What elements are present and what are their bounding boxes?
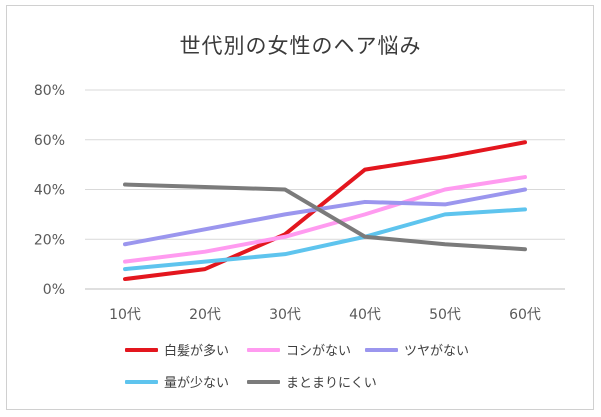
legend: 白髪が多い コシがない ツヤがない量が少ない まとまりにくい <box>125 340 545 400</box>
legend-item: ツヤがない <box>365 340 469 359</box>
y-tick-label: 0% <box>43 282 65 298</box>
series-line-4 <box>123 207 527 272</box>
y-tick-label: 40% <box>34 183 65 199</box>
x-tick-label: 60代 <box>509 307 541 323</box>
x-tick-label: 20代 <box>189 307 221 323</box>
legend-item: コシがない <box>247 340 351 359</box>
chart-title: 世代別の女性のヘア悩み <box>179 34 422 58</box>
legend-label: 量が少ない <box>164 376 230 391</box>
chart-frame <box>6 5 594 410</box>
legend-swatch <box>125 347 158 352</box>
legend-item: 量が少ない <box>125 372 229 391</box>
legend-swatch <box>365 347 398 352</box>
x-tick-label: 40代 <box>349 307 381 323</box>
series-line-3 <box>123 187 527 247</box>
x-tick-label: 10代 <box>109 307 141 323</box>
y-tick-label: 60% <box>34 133 65 149</box>
legend-label: コシがない <box>286 344 352 359</box>
legend-swatch <box>247 379 280 384</box>
x-tick-label: 50代 <box>429 307 461 323</box>
legend-label: ツヤがない <box>404 344 470 359</box>
legend-item: 白髪が多い <box>125 340 229 359</box>
legend-swatch <box>125 379 158 384</box>
legend-item: まとまりにくい <box>247 372 377 391</box>
legend-label: まとまりにくい <box>286 376 377 391</box>
series-line-5 <box>123 182 527 252</box>
series-line-1 <box>123 140 527 282</box>
series-line-2 <box>123 175 527 264</box>
y-tick-label: 80% <box>34 83 65 99</box>
x-tick-label: 30代 <box>269 307 301 323</box>
legend-swatch <box>247 347 280 352</box>
y-tick-label: 20% <box>34 232 65 248</box>
legend-label: 白髪が多い <box>164 344 230 359</box>
